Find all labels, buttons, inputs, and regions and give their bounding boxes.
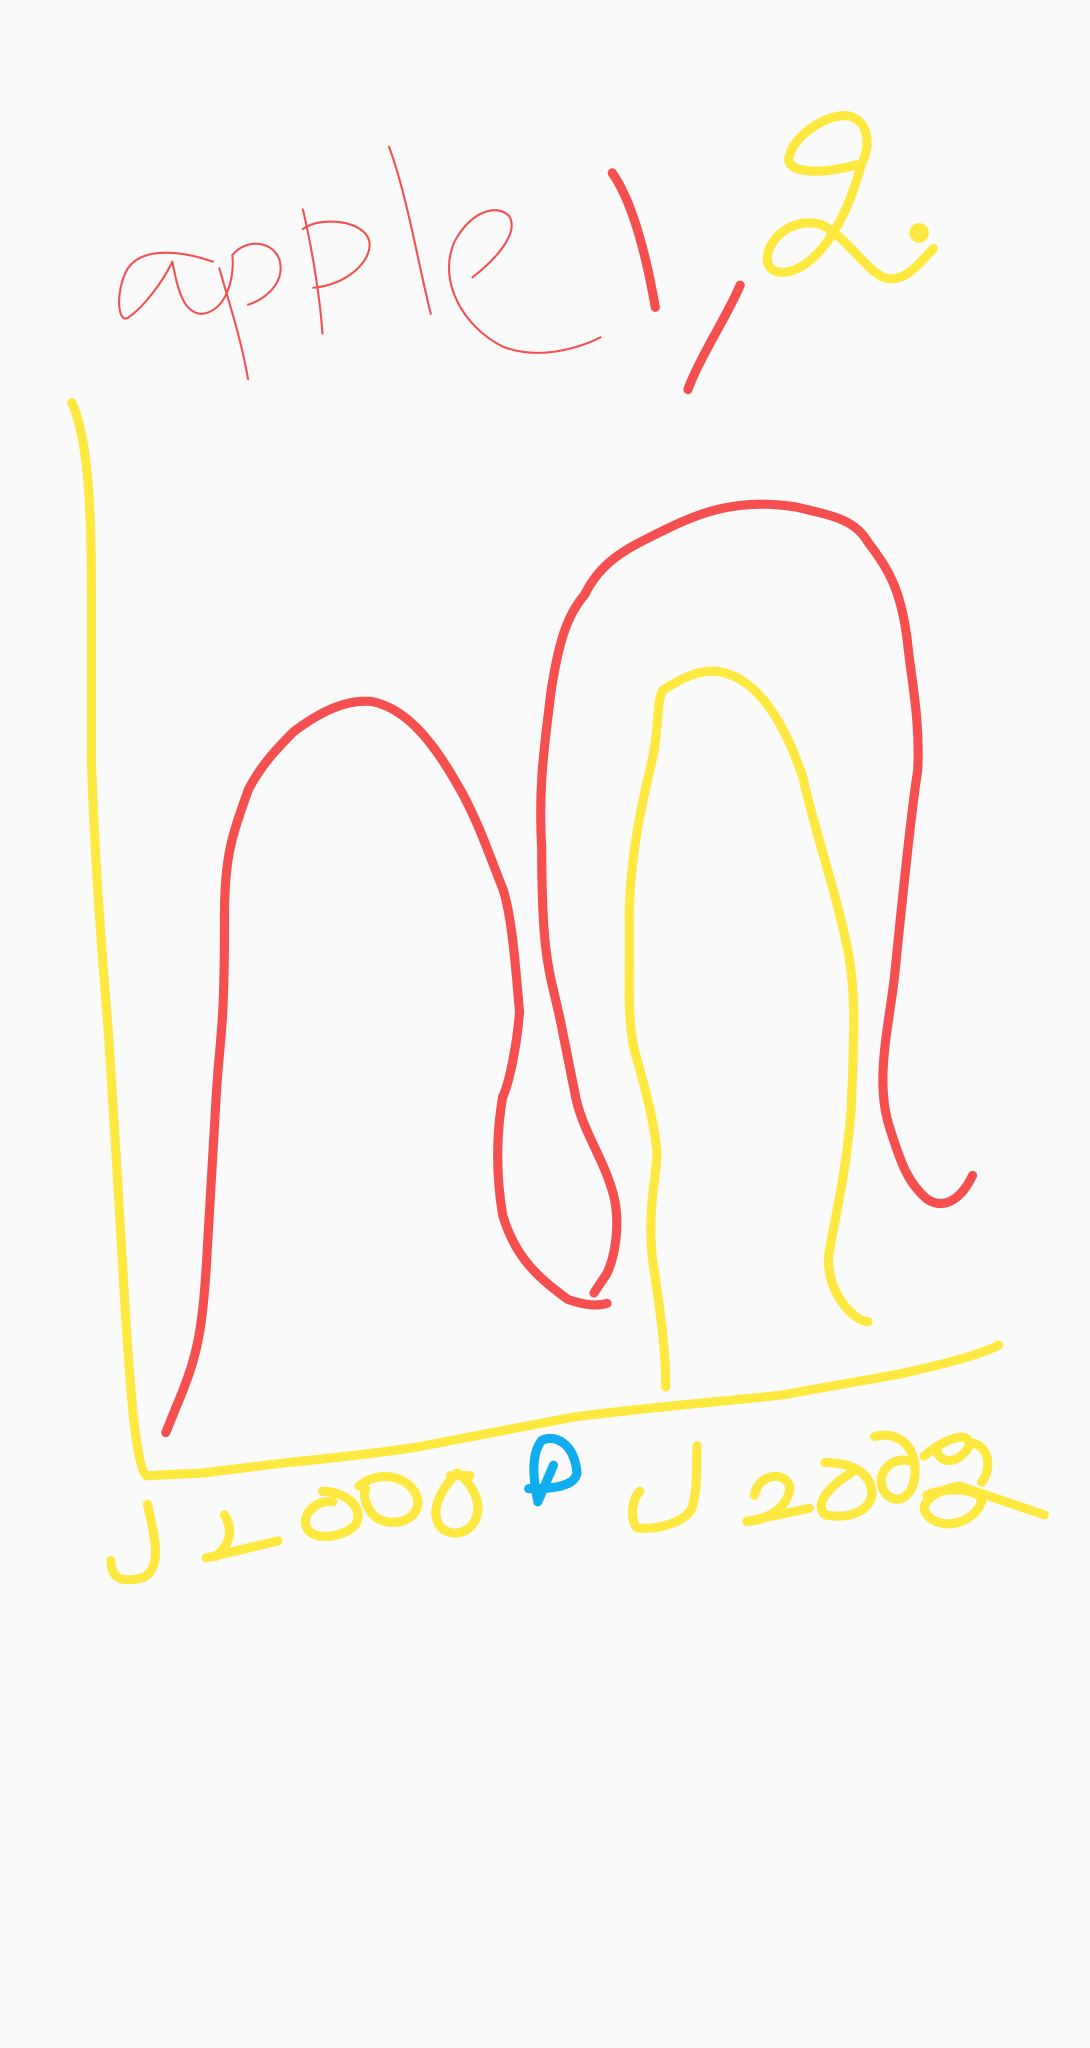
stroke: [161, 696, 612, 1438]
handwriting-bottom: [106, 1430, 1049, 1585]
stroke: [301, 208, 371, 335]
stroke: [106, 1499, 160, 1585]
stroke: [448, 209, 602, 354]
stroke: [300, 1486, 363, 1541]
stroke: [354, 1472, 423, 1527]
stroke: [67, 398, 1004, 1481]
stroke: [536, 499, 978, 1298]
stroke: [919, 1432, 1049, 1529]
stroke: [870, 1430, 920, 1504]
stroke: [431, 1468, 483, 1538]
stroke: [816, 1458, 877, 1521]
stroke: [524, 1433, 582, 1507]
stroke: [909, 223, 929, 243]
stroke: [624, 666, 873, 1392]
stroke: [118, 251, 234, 320]
big-drawing: [67, 398, 1004, 1481]
stroke: [607, 168, 660, 312]
stroke: [201, 1510, 283, 1563]
stroke: [387, 145, 432, 315]
stroke: [784, 110, 872, 176]
stroke: [762, 159, 938, 284]
stroke: [683, 280, 745, 395]
stroke: [627, 1441, 702, 1533]
stroke: [742, 1471, 814, 1526]
handwriting-top: [118, 110, 938, 395]
stroke: [218, 242, 282, 381]
